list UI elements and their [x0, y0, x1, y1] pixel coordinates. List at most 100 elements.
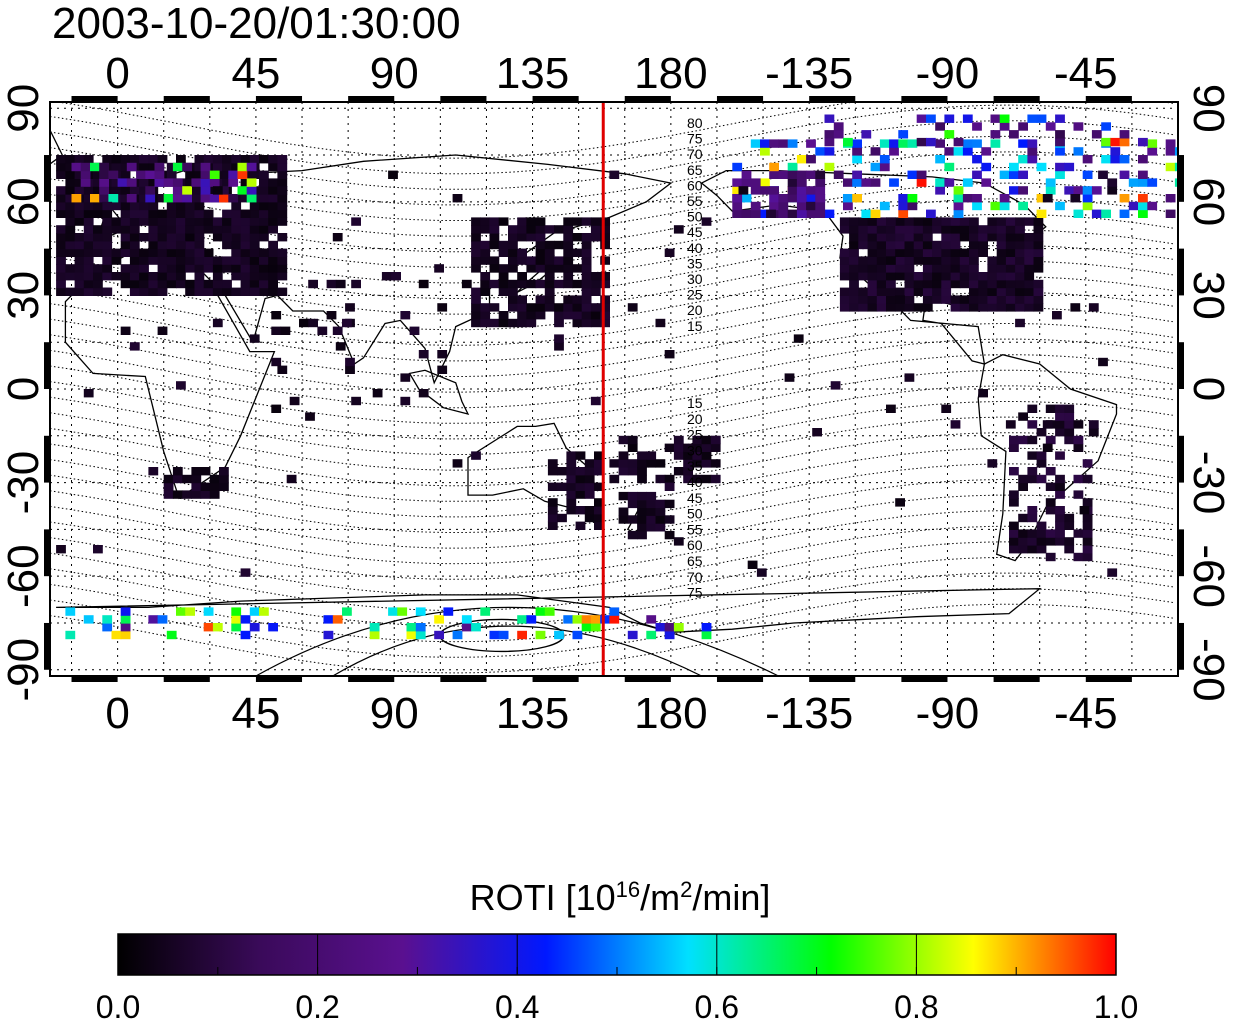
roti-pixel	[824, 209, 835, 218]
roti-pixel	[249, 233, 260, 242]
roti-pixel	[581, 248, 592, 257]
roti-pixel	[1015, 233, 1025, 242]
roti-pixel	[1064, 521, 1075, 530]
roti-pixel	[1082, 186, 1093, 195]
roti-pixel	[793, 334, 804, 343]
roti-pixel	[471, 248, 481, 257]
roti-pixel	[787, 194, 798, 203]
roti-pixel	[1027, 513, 1038, 523]
roti-pixel	[876, 272, 887, 281]
roti-pixel	[627, 499, 638, 509]
roti-pixel	[203, 607, 214, 616]
lat-tick-label-right: -60	[1184, 544, 1233, 608]
roti-pixel	[637, 451, 647, 460]
roti-pixel	[56, 225, 66, 234]
roti-pixel	[627, 459, 638, 468]
roti-pixel	[981, 162, 992, 172]
roti-pixel	[1015, 318, 1025, 328]
roti-pixel	[268, 194, 278, 203]
roti-pixel	[600, 279, 610, 289]
roti-pixel	[145, 170, 156, 179]
roti-pixel	[741, 178, 752, 187]
roti-pixel	[246, 186, 257, 195]
roti-pixel	[203, 279, 214, 289]
roti-pixel	[102, 155, 113, 164]
roti-pixel	[778, 194, 789, 203]
roti-pixel	[498, 217, 509, 226]
roti-pixel	[56, 209, 66, 218]
roti-pixel	[876, 295, 887, 304]
axis-bar-top	[624, 96, 671, 102]
roti-pixel	[750, 186, 761, 195]
roti-pixel	[351, 279, 361, 289]
roti-pixel	[953, 137, 964, 147]
roti-pixel	[471, 233, 481, 242]
roti-pixel	[154, 162, 165, 172]
axis-bar-left	[44, 529, 50, 577]
roti-pixel	[157, 248, 168, 257]
roti-pixel	[1055, 506, 1065, 515]
roti-pixel	[185, 178, 195, 187]
roti-pixel	[111, 248, 122, 257]
roti-pixel	[74, 264, 85, 273]
roti-pixel	[182, 490, 192, 499]
roti-pixel	[806, 201, 816, 211]
roti-pixel	[987, 233, 998, 242]
roti-pixel	[876, 217, 887, 226]
roti-pixel	[627, 630, 638, 640]
roti-pixel	[895, 233, 905, 242]
roti-pixel	[461, 279, 472, 289]
roti-pixel	[517, 272, 527, 281]
roti-pixel	[212, 318, 223, 328]
roti-pixel	[222, 264, 232, 273]
roti-pixel	[563, 240, 574, 250]
roti-pixel	[978, 233, 988, 242]
roti-pixel	[120, 615, 131, 624]
roti-pixel	[1055, 201, 1065, 211]
roti-pixel	[535, 607, 546, 616]
roti-pixel	[56, 186, 66, 195]
roti-pixel	[1018, 545, 1028, 554]
roti-pixel	[544, 279, 555, 289]
roti-pixel	[1009, 467, 1019, 476]
roti-pixel	[870, 178, 881, 187]
roti-pixel	[886, 279, 896, 289]
roti-pixel	[922, 217, 933, 226]
roti-pixel	[867, 303, 878, 312]
axis-bar-top	[1085, 96, 1132, 102]
roti-pixel	[222, 256, 232, 265]
roti-pixel	[692, 435, 703, 445]
roti-pixel	[969, 256, 979, 265]
roti-pixel	[74, 178, 85, 187]
roti-pixel	[701, 623, 712, 632]
roti-pixel	[172, 490, 183, 499]
roti-pixel	[176, 155, 186, 164]
roti-pixel	[83, 201, 94, 211]
roti-pixel	[861, 209, 872, 218]
roti-pixel	[941, 233, 952, 242]
roti-pixel	[544, 287, 555, 296]
roti-pixel	[787, 178, 798, 187]
roti-pixel	[111, 186, 122, 195]
roti-pixel	[1024, 303, 1035, 312]
roti-pixel	[544, 303, 555, 312]
roti-pixel	[843, 194, 853, 203]
roti-pixel	[1005, 240, 1016, 250]
roti-pixel	[508, 248, 518, 257]
roti-pixel	[237, 170, 248, 179]
roti-pixel	[886, 256, 896, 265]
roti-pixel	[185, 287, 195, 296]
roti-pixel	[922, 295, 933, 304]
roti-pixel	[594, 513, 604, 523]
roti-pixel	[203, 155, 214, 164]
roti-pixel	[526, 225, 537, 234]
lon-tick-label-top: 0	[105, 49, 129, 98]
roti-pixel	[277, 272, 288, 281]
roti-pixel	[56, 162, 66, 172]
roti-pixel	[129, 186, 140, 195]
roti-pixel	[166, 170, 177, 179]
roti-pixel	[129, 264, 140, 273]
roti-pixel	[93, 225, 103, 234]
roti-pixel	[1015, 272, 1025, 281]
roti-pixel	[1073, 209, 1084, 218]
